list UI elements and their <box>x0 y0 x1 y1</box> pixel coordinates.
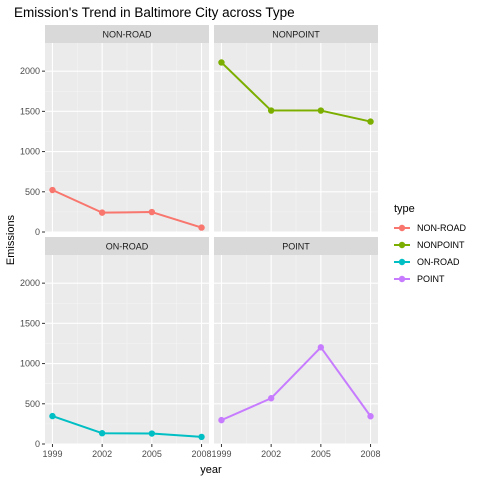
facet-strip-label: ON-ROAD <box>106 242 149 252</box>
data-point <box>98 209 106 216</box>
x-axis-title: year <box>200 464 222 476</box>
data-point <box>218 416 225 424</box>
x-tick-label: 1999 <box>211 449 231 459</box>
y-axis-title: Emissions <box>5 214 17 265</box>
data-point <box>218 59 225 66</box>
facet-strip <box>45 25 209 43</box>
y-tick-label: 1500 <box>20 106 40 116</box>
legend-label: POINT <box>417 274 445 284</box>
data-point <box>198 224 205 231</box>
legend-label: ON-ROAD <box>417 257 460 267</box>
x-tick-label: 2008 <box>192 449 212 459</box>
y-tick-label: 1000 <box>20 359 40 369</box>
legend-key-point <box>398 258 406 266</box>
facet-on-road: ON-ROAD 0 500 1000 1500 2000 1999 2002 2005 2008 <box>20 237 212 459</box>
data-point <box>148 208 156 216</box>
series-line <box>52 189 202 229</box>
y-tick-label: 0 <box>35 227 40 237</box>
chart-title: Emission's Trend in Baltimore City acros… <box>14 5 295 20</box>
facet-strip <box>214 237 378 255</box>
facet-strip-label: NON-ROAD <box>103 30 152 40</box>
legend: type NON-ROAD NONPOINT ON-ROAD POINT <box>394 203 466 284</box>
data-point <box>49 186 56 194</box>
x-tick-label: 2005 <box>142 449 162 459</box>
legend-key-point <box>398 224 406 232</box>
facet-non-road: NON-ROAD 0 500 1000 1500 2000 <box>20 25 209 237</box>
legend-item: ON-ROAD <box>394 257 460 267</box>
series-line <box>220 61 371 123</box>
data-point <box>317 344 325 351</box>
legend-item: NONPOINT <box>394 240 465 250</box>
legend-item: NON-ROAD <box>394 223 466 233</box>
data-point <box>367 118 374 125</box>
series-line <box>221 346 372 422</box>
facet-point: POINT 1999 2002 2005 2008 <box>211 237 381 459</box>
y-tick-label: 2000 <box>20 278 40 288</box>
facet-strip-label: POINT <box>282 242 310 252</box>
y-tick-label: 1500 <box>20 318 40 328</box>
facet-strip-label: NONPOINT <box>272 30 320 40</box>
data-point <box>267 107 275 114</box>
x-tick-label: 2008 <box>361 449 381 459</box>
y-tick-label: 0 <box>35 439 40 449</box>
y-tick-label: 500 <box>25 399 40 409</box>
y-tick-label: 500 <box>25 187 40 197</box>
y-tick-label: 2000 <box>20 66 40 76</box>
legend-label: NON-ROAD <box>417 223 466 233</box>
y-tick-label: 1000 <box>20 147 40 157</box>
x-tick-label: 1999 <box>42 449 62 459</box>
data-point <box>198 433 205 441</box>
x-tick-label: 2002 <box>261 449 281 459</box>
legend-title: type <box>394 203 415 215</box>
data-point <box>49 412 56 420</box>
data-point <box>267 395 275 402</box>
facet-strip <box>45 237 209 255</box>
data-point <box>367 413 374 420</box>
facet-strip <box>214 25 378 43</box>
facet-panels: NON-ROAD 0 500 1000 1500 2000 NONPOINT ON-ROAD 0… <box>20 25 381 459</box>
series-line <box>52 415 202 438</box>
legend-item: POINT <box>394 274 445 284</box>
facet-nonpoint: NONPOINT <box>214 25 378 233</box>
x-tick-label: 2002 <box>92 449 112 459</box>
data-point <box>317 107 325 114</box>
data-point <box>148 430 156 437</box>
legend-key-point <box>398 241 406 249</box>
data-point <box>98 430 106 437</box>
x-tick-label: 2005 <box>311 449 331 459</box>
legend-label: NONPOINT <box>417 240 465 250</box>
legend-key-point <box>398 275 406 283</box>
